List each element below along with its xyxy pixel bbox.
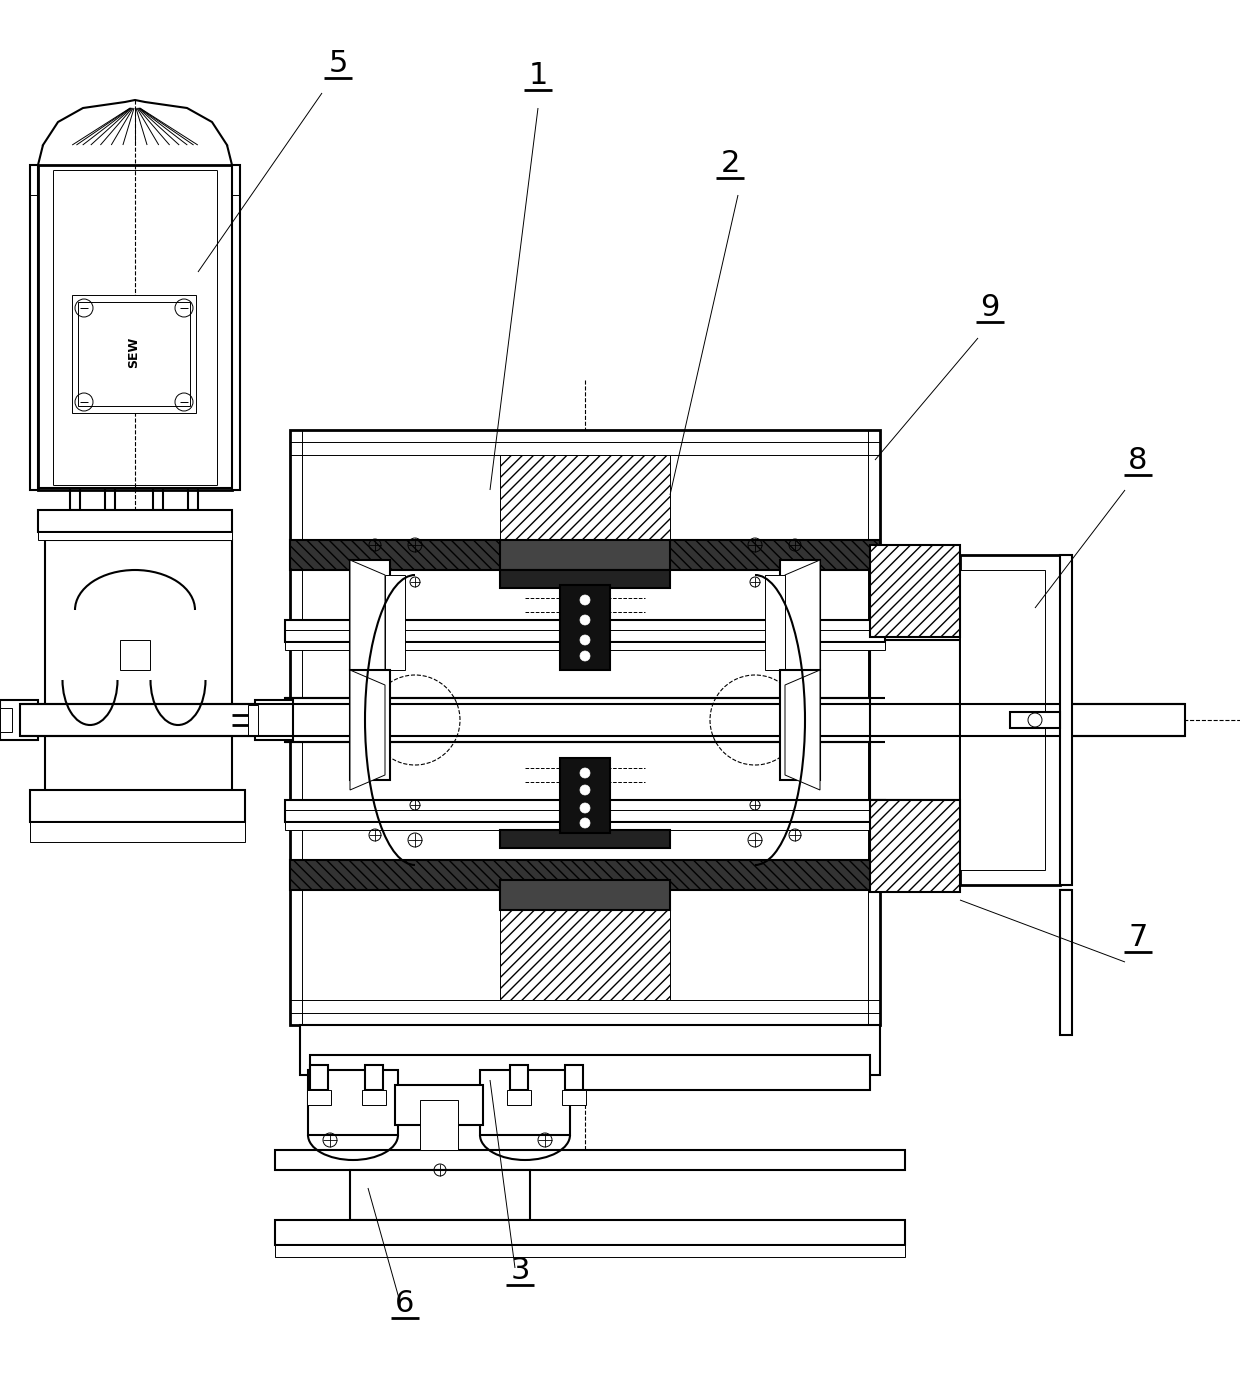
- Bar: [420, 1100, 458, 1150]
- Bar: [780, 561, 820, 670]
- Bar: [480, 1070, 570, 1135]
- Bar: [510, 1066, 528, 1091]
- Bar: [870, 640, 960, 800]
- Bar: [285, 698, 885, 741]
- Text: 1: 1: [528, 61, 548, 90]
- Text: SEW: SEW: [128, 337, 140, 367]
- Bar: [396, 1085, 484, 1125]
- Bar: [500, 540, 670, 570]
- Text: 5: 5: [329, 49, 347, 78]
- Bar: [500, 910, 670, 1000]
- Bar: [20, 704, 1185, 736]
- Bar: [38, 531, 232, 540]
- Circle shape: [580, 803, 590, 812]
- Text: 6: 6: [396, 1289, 414, 1319]
- Bar: [290, 860, 880, 890]
- Bar: [300, 1025, 880, 1075]
- Circle shape: [580, 615, 590, 625]
- Text: 7: 7: [1128, 924, 1148, 951]
- Polygon shape: [350, 670, 384, 790]
- Bar: [384, 574, 405, 670]
- Bar: [507, 1091, 531, 1104]
- Bar: [1060, 890, 1073, 1035]
- Circle shape: [580, 651, 590, 661]
- Bar: [500, 455, 670, 540]
- Bar: [560, 586, 610, 670]
- Bar: [560, 758, 610, 833]
- Circle shape: [580, 595, 590, 605]
- Bar: [38, 510, 232, 531]
- Bar: [350, 670, 391, 780]
- Bar: [350, 1170, 529, 1220]
- Bar: [120, 640, 150, 670]
- Bar: [275, 1150, 905, 1170]
- Circle shape: [580, 636, 590, 645]
- Bar: [350, 561, 391, 670]
- Bar: [780, 670, 820, 780]
- Polygon shape: [785, 670, 820, 790]
- Bar: [275, 1220, 905, 1245]
- Bar: [248, 705, 258, 734]
- Bar: [290, 430, 880, 1025]
- Bar: [562, 1091, 587, 1104]
- Bar: [290, 540, 880, 570]
- Bar: [255, 700, 293, 740]
- Bar: [500, 830, 670, 849]
- Bar: [500, 570, 670, 588]
- Bar: [78, 302, 190, 406]
- Bar: [0, 708, 12, 732]
- Bar: [285, 800, 885, 822]
- Bar: [45, 540, 232, 796]
- Bar: [0, 700, 38, 740]
- Circle shape: [580, 818, 590, 828]
- Text: 3: 3: [510, 1256, 529, 1285]
- Bar: [870, 800, 960, 892]
- Circle shape: [580, 785, 590, 796]
- Bar: [565, 1066, 583, 1091]
- Bar: [38, 166, 232, 490]
- Bar: [765, 574, 785, 670]
- Bar: [362, 1091, 386, 1104]
- Bar: [310, 1054, 870, 1091]
- Bar: [285, 822, 885, 830]
- Bar: [308, 1070, 398, 1135]
- Bar: [30, 790, 246, 822]
- Bar: [870, 545, 960, 637]
- Text: 9: 9: [981, 294, 999, 321]
- Bar: [365, 1066, 383, 1091]
- Bar: [285, 643, 885, 650]
- Bar: [275, 1245, 905, 1257]
- Bar: [310, 1066, 329, 1091]
- Bar: [960, 570, 1045, 869]
- Bar: [500, 881, 670, 910]
- Text: 2: 2: [720, 149, 740, 178]
- Circle shape: [580, 768, 590, 778]
- Text: 8: 8: [1128, 447, 1148, 474]
- Polygon shape: [350, 561, 384, 684]
- Bar: [1060, 555, 1073, 885]
- Bar: [30, 822, 246, 842]
- Bar: [308, 1091, 331, 1104]
- Bar: [285, 620, 885, 643]
- Bar: [72, 295, 196, 413]
- Bar: [1011, 712, 1060, 727]
- Polygon shape: [785, 561, 820, 684]
- Bar: [30, 166, 38, 490]
- Bar: [960, 555, 1060, 885]
- Bar: [232, 166, 241, 490]
